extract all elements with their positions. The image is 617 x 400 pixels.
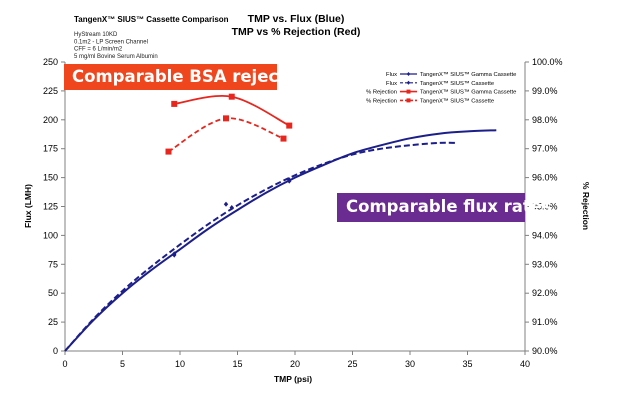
y-tick-label: 200 xyxy=(43,115,58,125)
y-tick-label: 100 xyxy=(43,230,58,240)
y-axis-label: Flux (LMH) xyxy=(23,184,33,228)
data-point xyxy=(228,93,235,100)
y2-tick-label: 93.0% xyxy=(532,259,558,269)
y2-tick-label: 97.0% xyxy=(532,144,558,154)
x-tick-label: 35 xyxy=(462,359,472,369)
y-tick-label: 75 xyxy=(48,259,58,269)
data-point xyxy=(223,201,229,207)
legend-entry: TangenX™ SIUS™ Cassette xyxy=(420,81,494,87)
legend-prefix: Flux xyxy=(386,72,397,78)
legend-entry: TangenX™ SIUS™ Gamma Cassette xyxy=(420,72,516,78)
chart-note: 5 mg/ml Bovine Serum Albumin xyxy=(74,54,158,60)
legend-swatch-marker xyxy=(406,98,411,103)
data-point xyxy=(165,148,172,155)
y2-tick-label: 98.0% xyxy=(532,115,558,125)
legend-prefix: Flux xyxy=(386,81,397,87)
y2-tick-label: 91.0% xyxy=(532,317,558,327)
x-tick-label: 0 xyxy=(62,359,67,369)
legend-swatch-marker xyxy=(406,72,411,76)
data-point xyxy=(223,115,229,122)
x-tick-label: 10 xyxy=(175,359,185,369)
y2-tick-label: 96.0% xyxy=(532,173,558,183)
series-line-2 xyxy=(174,95,290,127)
series-line-1 xyxy=(64,141,457,352)
y2-tick-label: 95.0% xyxy=(532,202,558,212)
x-tick-label: 20 xyxy=(290,359,300,369)
x-axis-label: TMP (psi) xyxy=(274,374,312,384)
chart-note: 0.1m2 - LP Screen Channel xyxy=(74,39,148,45)
y2-tick-label: 100.0% xyxy=(532,57,563,67)
chart-note: HyStream 10KD xyxy=(74,32,118,38)
data-point xyxy=(286,122,293,129)
legend-swatch-marker xyxy=(406,89,411,94)
legend-entry: TangenX™ SIUS™ Gamma Cassette xyxy=(420,90,516,96)
x-tick-label: 15 xyxy=(232,359,242,369)
legend-prefix: % Rejection xyxy=(366,90,397,96)
y-tick-label: 150 xyxy=(43,173,58,183)
y2-tick-label: 94.0% xyxy=(532,230,558,240)
data-point xyxy=(287,178,292,184)
y-tick-label: 50 xyxy=(48,288,58,298)
y-tick-label: 25 xyxy=(48,317,58,327)
y-tick-label: 225 xyxy=(43,86,58,96)
chart-title-line: TMP vs. Flux (Blue) xyxy=(248,13,345,25)
data-point xyxy=(280,135,287,142)
y-tick-label: 0 xyxy=(53,346,58,356)
y2-tick-label: 92.0% xyxy=(532,288,558,298)
legend-swatch-marker xyxy=(406,80,411,85)
y-tick-label: 125 xyxy=(43,202,58,212)
y-tick-label: 250 xyxy=(43,57,58,67)
legend-entry: TangenX™ SIUS™ Cassette xyxy=(420,98,494,104)
chart-title-line: TMP vs % Rejection (Red) xyxy=(232,26,361,38)
chart-note: CFF = 6 L/min/m2 xyxy=(74,47,123,53)
legend-prefix: % Rejection xyxy=(366,98,397,104)
x-tick-label: 25 xyxy=(347,359,357,369)
x-tick-label: 5 xyxy=(120,359,125,369)
x-tick-label: 30 xyxy=(405,359,415,369)
y-tick-label: 175 xyxy=(43,144,58,154)
data-point xyxy=(172,252,177,258)
y2-tick-label: 90.0% xyxy=(532,346,558,356)
data-point xyxy=(171,100,178,107)
y2-tick-label: 99.0% xyxy=(532,86,558,96)
flux-rates-callout: Comparable flux rates xyxy=(337,193,552,222)
bsa-rejection-callout: Comparable BSA rejection xyxy=(64,64,315,90)
chart-subtitle: TangenX™ SIUS™ Cassette Comparison xyxy=(74,15,229,24)
y2-axis-label: % Rejection xyxy=(581,182,591,230)
series-line-3 xyxy=(168,117,284,153)
series-line-0 xyxy=(64,129,497,352)
x-tick-label: 40 xyxy=(520,359,530,369)
